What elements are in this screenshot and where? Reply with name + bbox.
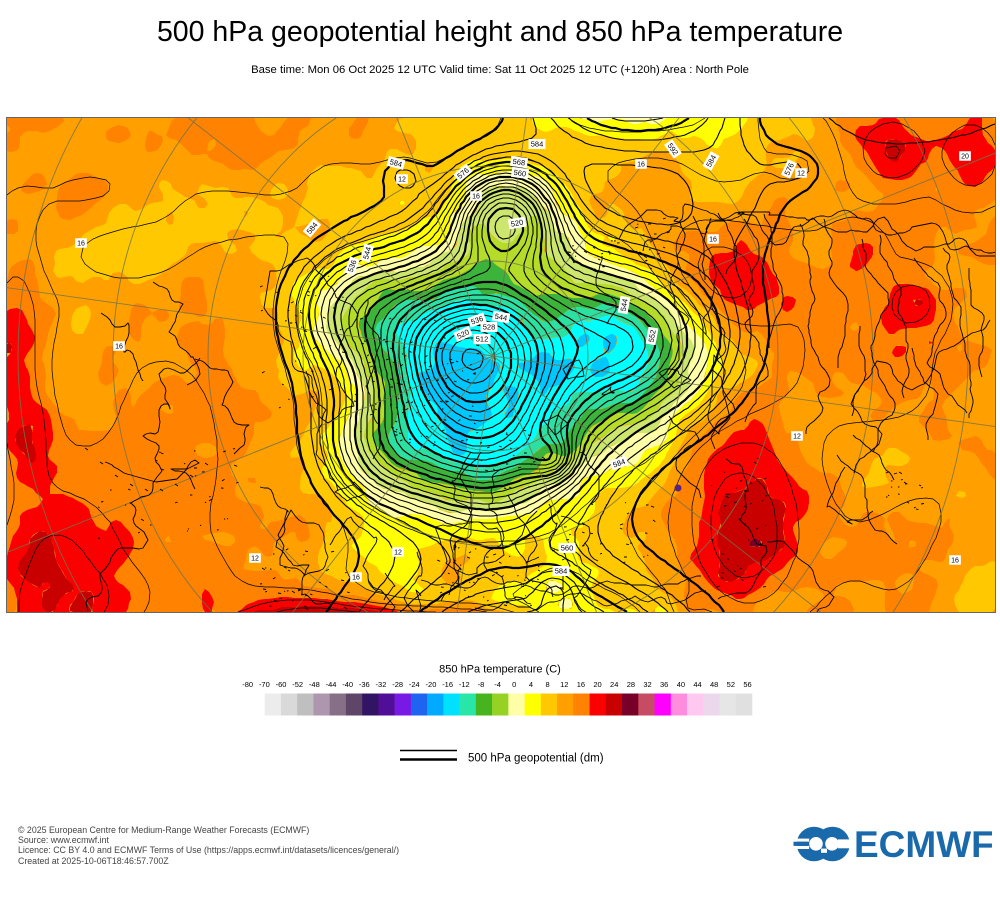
svg-text:584: 584 <box>389 157 403 169</box>
svg-text:8: 8 <box>545 680 549 689</box>
svg-text:44: 44 <box>693 680 701 689</box>
svg-text:-80: -80 <box>242 680 253 689</box>
svg-text:544: 544 <box>361 246 373 260</box>
svg-text:36: 36 <box>660 680 668 689</box>
svg-text:0: 0 <box>512 680 516 689</box>
svg-text:-70: -70 <box>259 680 270 689</box>
svg-text:16: 16 <box>951 558 959 565</box>
svg-text:-28: -28 <box>392 680 403 689</box>
svg-text:12: 12 <box>251 556 259 563</box>
svg-text:16: 16 <box>352 575 360 582</box>
svg-text:20: 20 <box>593 680 601 689</box>
svg-text:20: 20 <box>961 154 969 161</box>
svg-text:16: 16 <box>637 162 645 169</box>
svg-text:16: 16 <box>709 237 717 244</box>
svg-text:560: 560 <box>513 168 527 179</box>
svg-text:536: 536 <box>346 259 359 274</box>
svg-text:12: 12 <box>398 177 406 184</box>
svg-text:500 hPa geopotential (dm): 500 hPa geopotential (dm) <box>468 753 604 765</box>
svg-text:584: 584 <box>555 567 568 576</box>
svg-text:56: 56 <box>743 680 751 689</box>
svg-text:12: 12 <box>793 434 801 441</box>
svg-text:32: 32 <box>643 680 651 689</box>
svg-text:12: 12 <box>797 171 805 178</box>
svg-text:-32: -32 <box>376 680 387 689</box>
svg-text:24: 24 <box>610 680 618 689</box>
svg-text:16: 16 <box>577 680 585 689</box>
svg-text:552: 552 <box>647 329 658 343</box>
svg-text:-4: -4 <box>494 680 501 689</box>
svg-text:528: 528 <box>483 323 496 332</box>
svg-text:850 hPa temperature (C): 850 hPa temperature (C) <box>439 664 561 676</box>
svg-text:52: 52 <box>727 680 735 689</box>
svg-text:-44: -44 <box>326 680 337 689</box>
svg-text:520: 520 <box>510 218 524 229</box>
svg-text:16: 16 <box>77 241 85 248</box>
svg-text:512: 512 <box>476 335 489 344</box>
svg-text:-40: -40 <box>342 680 353 689</box>
svg-text:12: 12 <box>394 550 402 557</box>
svg-text:12: 12 <box>560 680 568 689</box>
svg-text:544: 544 <box>619 298 630 312</box>
svg-text:584: 584 <box>612 457 627 470</box>
svg-text:40: 40 <box>677 680 685 689</box>
svg-text:568: 568 <box>512 157 526 168</box>
svg-text:28: 28 <box>627 680 635 689</box>
svg-text:-36: -36 <box>359 680 370 689</box>
svg-text:-16: -16 <box>442 680 453 689</box>
svg-text:ECMWF: ECMWF <box>854 824 992 865</box>
svg-text:48: 48 <box>710 680 718 689</box>
svg-text:16: 16 <box>115 344 123 351</box>
svg-text:-60: -60 <box>276 680 287 689</box>
svg-text:4: 4 <box>529 680 533 689</box>
svg-text:-52: -52 <box>292 680 303 689</box>
svg-text:16: 16 <box>472 194 480 201</box>
svg-text:-48: -48 <box>309 680 320 689</box>
svg-text:-24: -24 <box>409 680 420 689</box>
svg-text:560: 560 <box>561 544 574 553</box>
svg-text:-20: -20 <box>426 680 437 689</box>
svg-text:-12: -12 <box>459 680 470 689</box>
svg-text:544: 544 <box>494 312 508 323</box>
svg-text:-8: -8 <box>478 680 485 689</box>
svg-text:584: 584 <box>531 140 544 149</box>
